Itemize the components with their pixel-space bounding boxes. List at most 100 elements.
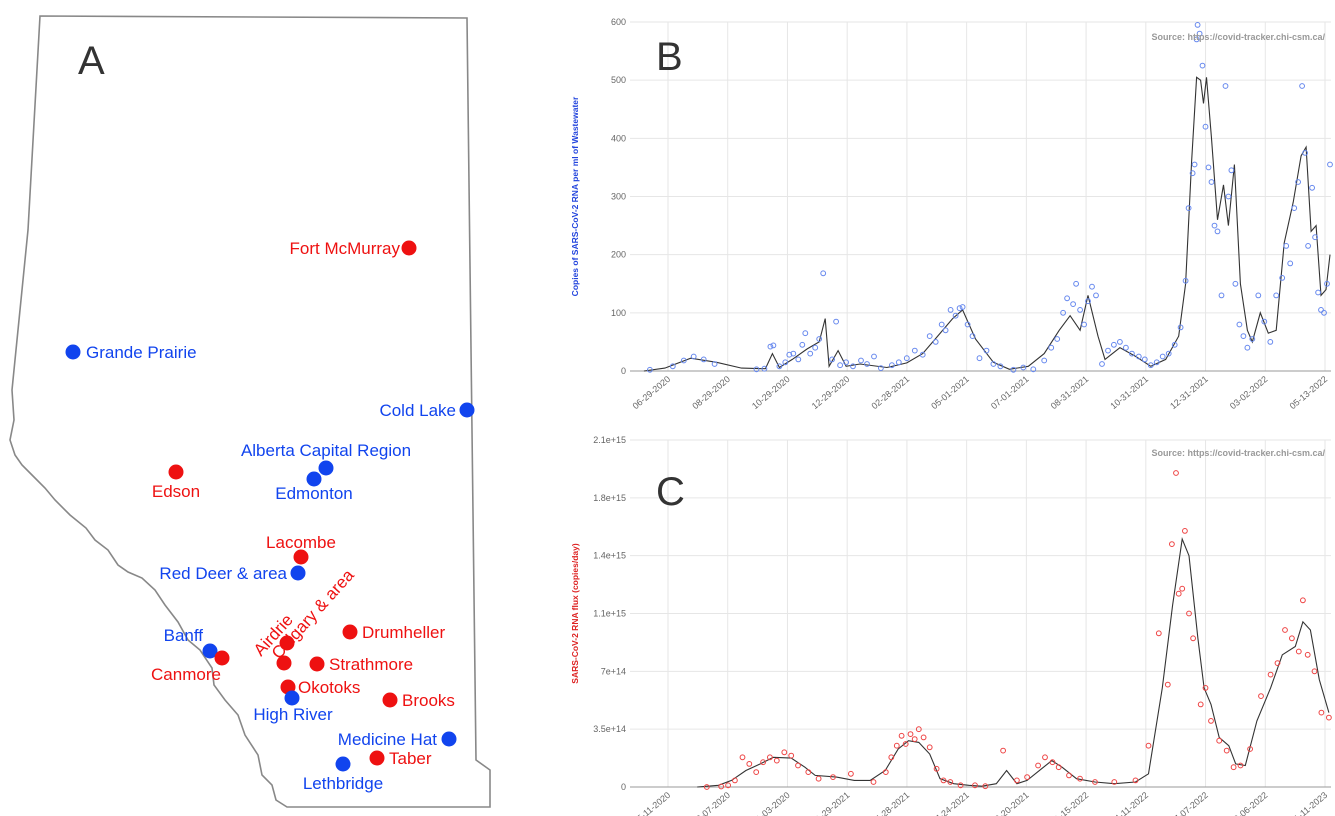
chart-b-data-point bbox=[782, 359, 789, 366]
chart-c-y-tick-label: 0 bbox=[621, 782, 626, 792]
chart-b-data-point bbox=[1315, 289, 1321, 296]
chart-c-data-point bbox=[1311, 668, 1318, 675]
chart-b-data-point bbox=[1185, 205, 1192, 212]
city-dot-edmonton bbox=[306, 471, 322, 487]
chart-b-data-point bbox=[1222, 83, 1229, 89]
chart-b-y-tick-label: 200 bbox=[611, 250, 626, 260]
chart-c-x-tick-label: 07-24-2021 bbox=[929, 790, 971, 816]
chart-b-data-point bbox=[1081, 321, 1087, 328]
chart-b-x-tick-label: 10-29-2020 bbox=[750, 374, 792, 411]
chart-b-data-point bbox=[1321, 309, 1327, 316]
chart-c-data-point bbox=[1282, 627, 1288, 633]
chart-b-data-point bbox=[1194, 22, 1201, 28]
chart-b-data-point bbox=[919, 351, 926, 358]
chart-b-data-point bbox=[820, 270, 827, 277]
chart-b-data-point bbox=[753, 366, 760, 373]
chart-b-data-point bbox=[711, 361, 718, 367]
chart-b-data-point bbox=[843, 359, 849, 366]
city-dot-lacombe bbox=[293, 549, 309, 565]
chart-b-y-axis-label: Copies of SARS-CoV-2 RNA per ml of Waste… bbox=[570, 96, 580, 296]
chart-c-data-point bbox=[1223, 747, 1230, 754]
chart-b-data-point bbox=[1193, 36, 1200, 43]
chart-b-data-point bbox=[1010, 366, 1017, 373]
chart-c-x-tick-label: 07-07-2022 bbox=[1168, 790, 1210, 816]
chart-b-data-point bbox=[1147, 362, 1154, 369]
chart-b-y-tick-label: 300 bbox=[611, 192, 626, 202]
chart-b-data-point bbox=[770, 342, 777, 349]
chart-b-data-point bbox=[1171, 341, 1178, 348]
chart-b-data-point bbox=[1030, 366, 1037, 373]
chart-c-data-point bbox=[1077, 775, 1083, 782]
chart-b-data-point bbox=[1077, 307, 1083, 313]
chart-b-data-point bbox=[1165, 350, 1172, 357]
chart-c-x-tick-label: 04-11-2022 bbox=[1109, 790, 1150, 816]
chart-b-x-tick-label: 02-28-2021 bbox=[869, 374, 911, 411]
chart-b-data-point bbox=[700, 356, 707, 363]
chart-b-data-point bbox=[889, 362, 895, 369]
chart-c-data-point bbox=[947, 779, 954, 785]
chart-b-data-point bbox=[1309, 184, 1315, 191]
chart-b-data-point bbox=[903, 355, 910, 362]
chart-c-y-tick-label: 3.5e+14 bbox=[593, 724, 626, 734]
chart-c-data-point bbox=[1173, 470, 1179, 476]
chart-b-data-point bbox=[997, 363, 1004, 370]
chart-b-data-point bbox=[1327, 161, 1333, 168]
chart-c-y-tick-label: 1.8e+15 bbox=[593, 493, 626, 503]
chart-c-x-tick-label: 01-11-2023 bbox=[1288, 790, 1329, 816]
chart-c-data-point bbox=[940, 777, 947, 784]
chart-b-data-point bbox=[878, 365, 884, 372]
chart-c-data-point bbox=[830, 774, 836, 780]
chart-b-data-point bbox=[1299, 83, 1305, 89]
city-label-strathmore: Strathmore bbox=[329, 655, 413, 674]
chart-c-data-point bbox=[1300, 597, 1306, 604]
panel-label-a: A bbox=[78, 39, 105, 83]
chart-c-data-point bbox=[926, 744, 933, 751]
chart-b-data-point bbox=[812, 344, 819, 351]
chart-c-data-point bbox=[732, 777, 738, 784]
chart-b-x-tick-label: 05-01-2021 bbox=[929, 374, 971, 411]
chart-c-data-point bbox=[1230, 764, 1237, 771]
chart-b-y-tick-label: 400 bbox=[611, 133, 626, 143]
city-label-lacombe: Lacombe bbox=[266, 533, 336, 552]
chart-b-data-point bbox=[1073, 280, 1079, 287]
chart-b-data-point bbox=[942, 327, 949, 334]
city-markers: Fort McMurray Grande Prairie Cold Lake Albe… bbox=[65, 239, 475, 793]
chart-b-y-tick-label: 500 bbox=[611, 75, 626, 85]
chart-c-data-point bbox=[848, 770, 854, 777]
panel-label-c: C bbox=[656, 470, 685, 514]
chart-b-data-point bbox=[1202, 123, 1209, 130]
chart-c-data-point bbox=[902, 741, 909, 747]
chart-b-data-point bbox=[1177, 324, 1184, 331]
chart-c-data-point bbox=[1145, 742, 1152, 749]
chart-b-data-point bbox=[858, 357, 864, 364]
chart-b-data-point bbox=[1208, 179, 1215, 185]
chart-b-data-point bbox=[926, 333, 933, 340]
chart-b-data-point bbox=[1267, 339, 1274, 345]
chart-b-data-point bbox=[1020, 364, 1027, 371]
chart-c-data-point bbox=[1066, 772, 1072, 779]
chart-b-data-point bbox=[1295, 179, 1301, 185]
chart-b-data-point bbox=[1064, 295, 1070, 302]
chart-c-data-point bbox=[1049, 759, 1056, 766]
chart-b-data-point bbox=[795, 356, 802, 363]
chart-c-data-point bbox=[1155, 630, 1162, 637]
chart-b-data-point bbox=[680, 357, 687, 364]
chart-b-data-point bbox=[1214, 228, 1221, 235]
chart-b-y-tick-label: 600 bbox=[611, 17, 626, 27]
chart-b-data-point bbox=[1089, 283, 1095, 290]
chart-b-x-tick-label: 12-31-2021 bbox=[1168, 374, 1210, 411]
city-dot-canmore bbox=[214, 650, 230, 666]
chart-b-data-point bbox=[1135, 353, 1142, 360]
alberta-map: A Fort McMurray Grande Prairie Cold Lake Al… bbox=[9, 15, 491, 808]
chart-c-data-point bbox=[893, 742, 900, 749]
chart-b-data-point bbox=[829, 356, 835, 363]
chart-b: 0 100 200 300 400 500 600 06-29-2020 08-29-2020 1… bbox=[570, 17, 1333, 411]
chart-c-data-point bbox=[1295, 648, 1302, 655]
chart-b-data-point bbox=[1205, 164, 1212, 171]
chart-c-source: Source: https://covid-tracker.chi-csm.ca… bbox=[1151, 448, 1325, 458]
chart-c-data-point bbox=[773, 757, 780, 764]
chart-c-data-point bbox=[788, 752, 795, 759]
city-label-cold-lake: Cold Lake bbox=[379, 401, 456, 420]
city-dot-taber bbox=[369, 750, 385, 766]
chart-c-x-tick-label: 10-06-2022 bbox=[1228, 790, 1270, 816]
